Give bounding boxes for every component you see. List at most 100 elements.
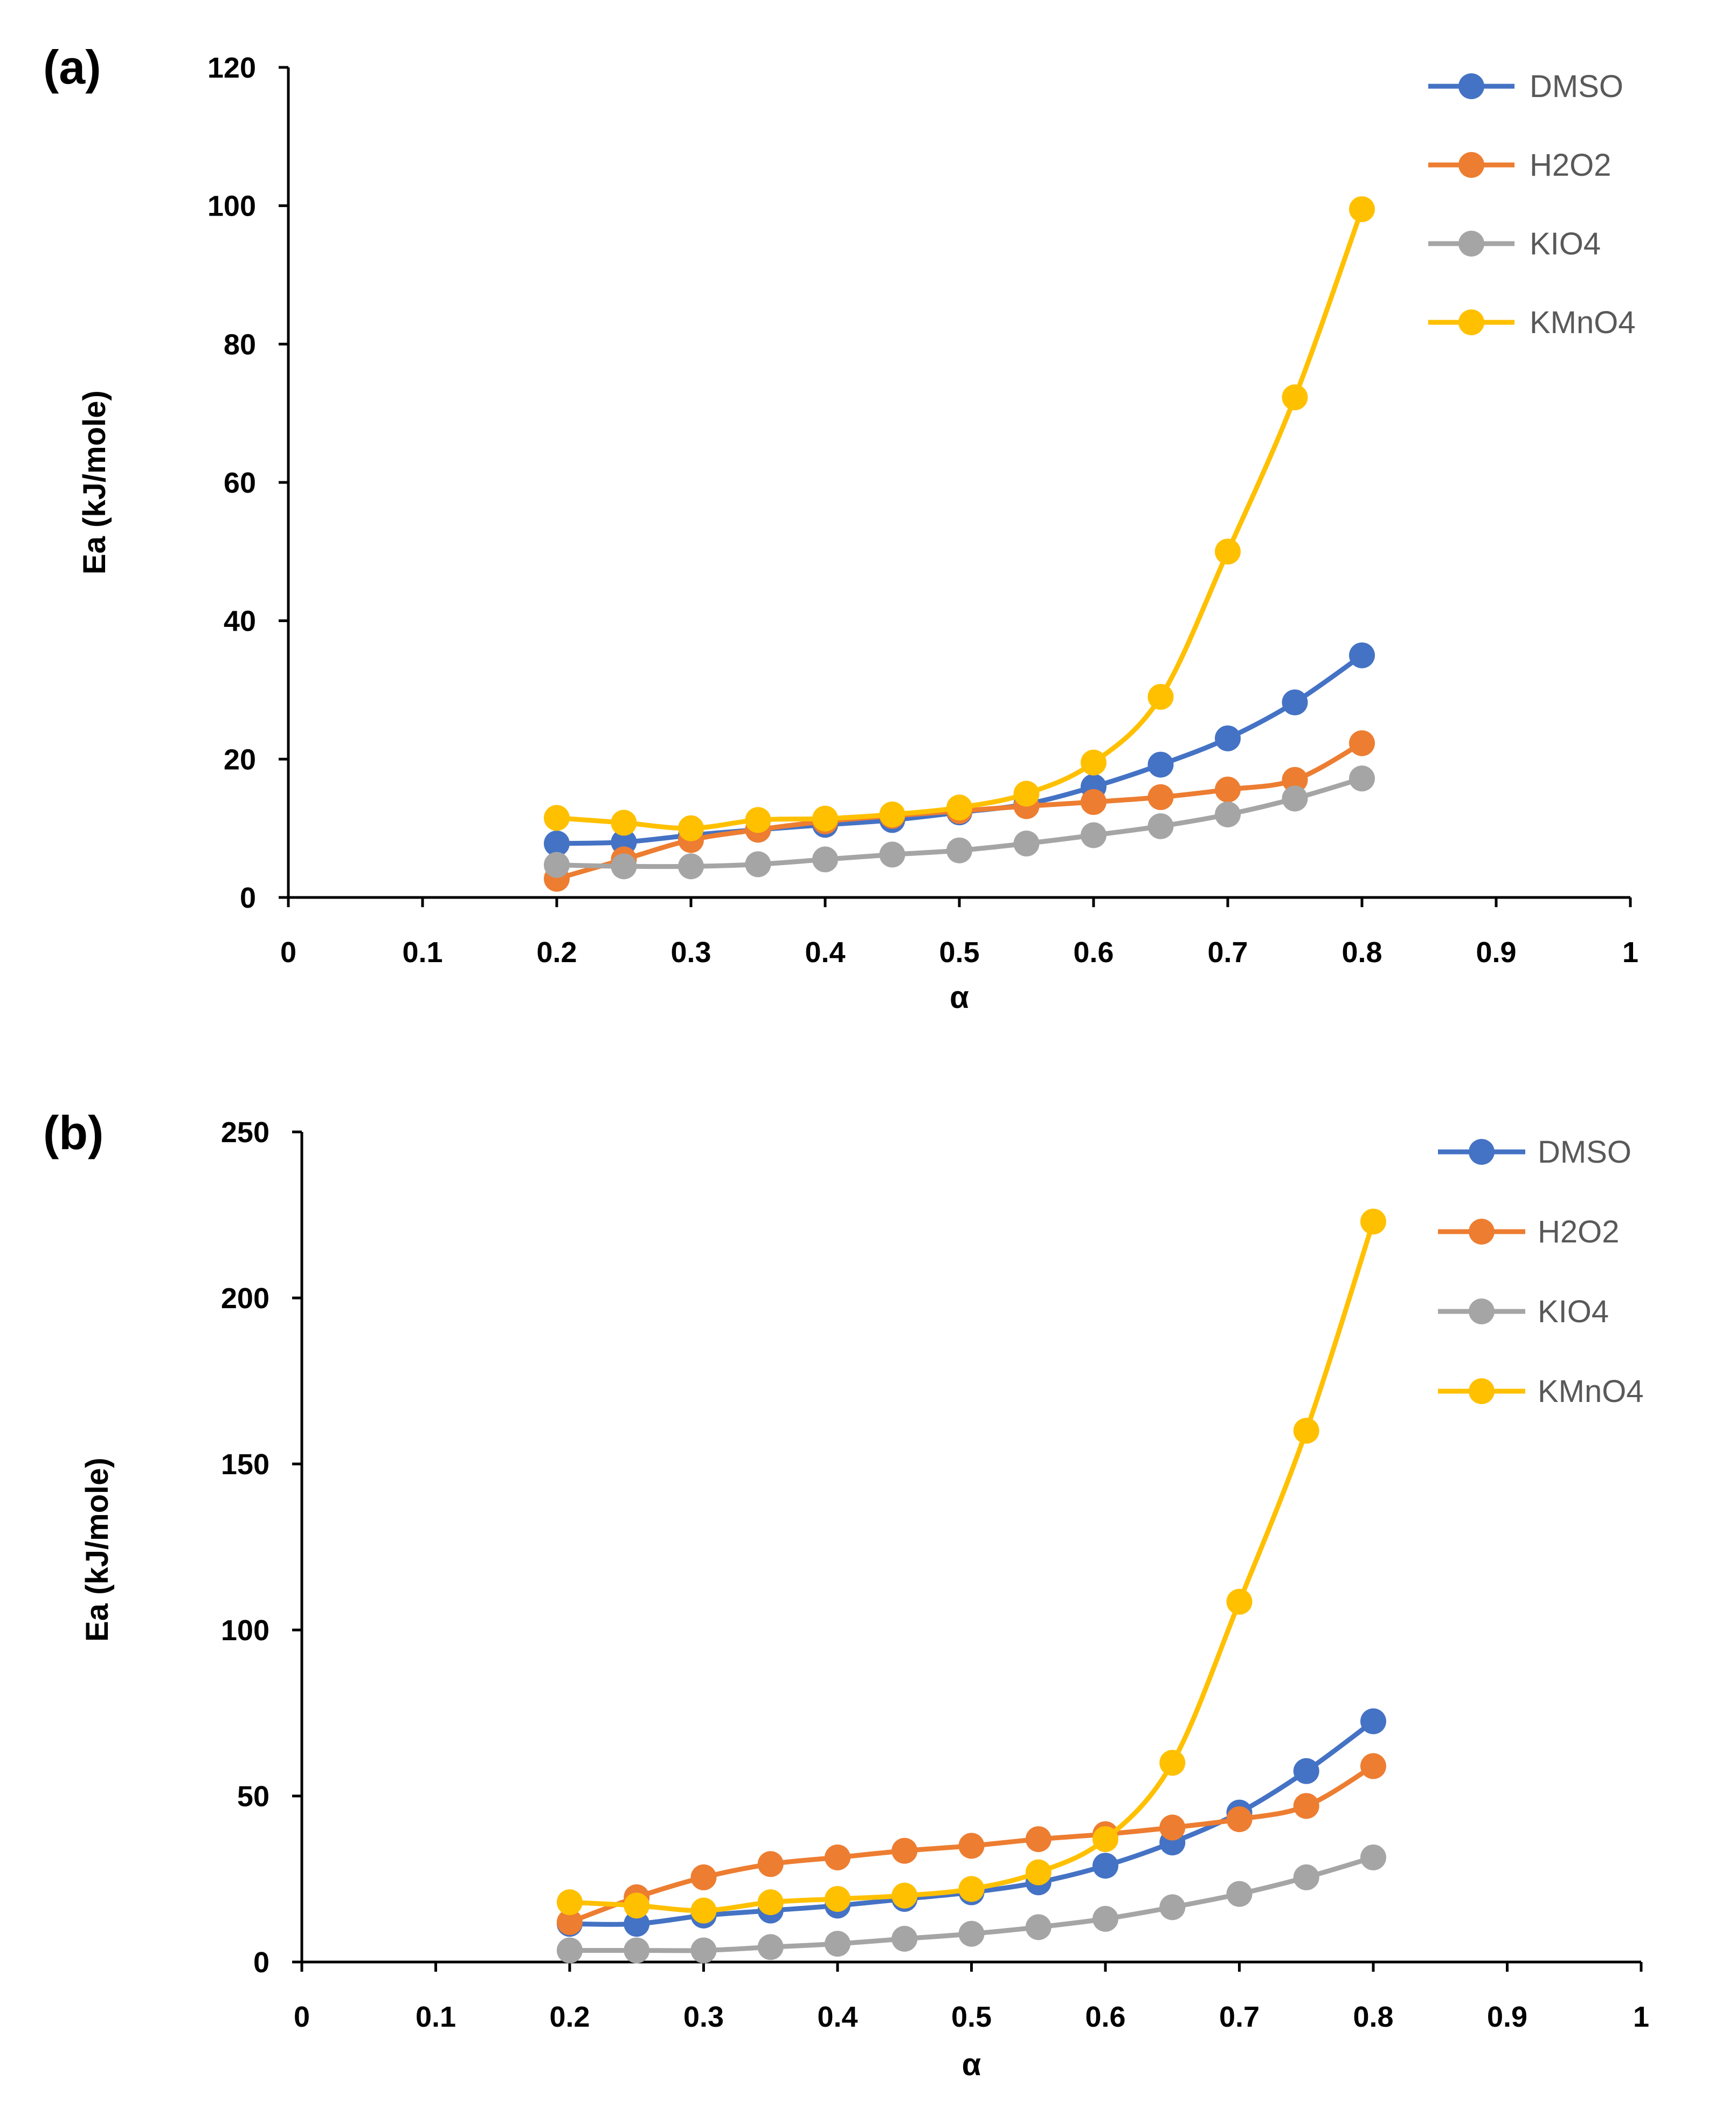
data-point-h2o2-11	[1293, 1793, 1319, 1819]
data-point-h2o2-7	[1025, 1826, 1052, 1853]
data-point-kmno4-3	[745, 807, 771, 833]
data-point-kio4-11	[1293, 1864, 1319, 1890]
data-point-dmso-0	[544, 830, 570, 856]
data-point-kmno4-12	[1349, 196, 1375, 223]
data-point-kmno4-0	[557, 1889, 583, 1916]
data-point-kmno4-5	[879, 802, 905, 827]
data-point-kmno4-1	[624, 1892, 650, 1919]
data-point-kio4-3	[745, 851, 771, 878]
chart-panel-b: (b) 0 50 100 150 200 250 0 0.1 0.2 0.3 0.4 0.5 0.6 0.7…	[0, 1056, 1736, 2107]
data-point-kmno4-9	[1147, 683, 1174, 710]
data-point-kmno4-1	[611, 810, 637, 836]
data-point-dmso-1	[624, 1911, 650, 1937]
legend-label-h2o2: H2O2	[1538, 1214, 1620, 1249]
panel-label-a: (a)	[43, 40, 101, 94]
y-tick-label: 0	[253, 1946, 269, 1979]
y-tick-label: 20	[224, 743, 256, 776]
data-point-kio4-10	[1226, 1881, 1253, 1907]
y-tick-label: 50	[237, 1780, 269, 1813]
data-point-kio4-1	[611, 853, 637, 880]
x-tick-label: 0.2	[536, 936, 577, 969]
data-point-h2o2-10	[1226, 1806, 1253, 1833]
data-point-h2o2-2	[690, 1864, 717, 1890]
data-point-h2o2-11	[1282, 766, 1308, 793]
data-point-kmno4-8	[1092, 1826, 1118, 1853]
legend-label-kmno4: KMnO4	[1530, 305, 1636, 340]
data-point-h2o2-4	[825, 1844, 850, 1870]
x-tick-label: 0.5	[939, 936, 979, 969]
legend-label-kio4: KIO4	[1530, 226, 1601, 261]
y-tick-label: 120	[208, 52, 256, 84]
data-point-kmno4-3	[757, 1889, 784, 1916]
x-tick-label: 0.7	[1207, 936, 1248, 969]
x-tick-label: 0.2	[549, 2001, 590, 2033]
data-point-kio4-3	[757, 1934, 784, 1960]
legend-label-kmno4: KMnO4	[1538, 1374, 1644, 1409]
panel-label-b: (b)	[43, 1106, 103, 1159]
x-tick-label: 0.3	[670, 936, 711, 969]
data-point-h2o2-10	[1215, 776, 1241, 803]
x-tick-label: 0.3	[683, 2001, 724, 2033]
x-tick-label: 0.4	[817, 2001, 857, 2033]
data-point-kio4-7	[1025, 1914, 1052, 1940]
legend-label-h2o2: H2O2	[1530, 148, 1611, 183]
x-tick-label: 0.9	[1476, 936, 1516, 969]
data-point-kmno4-10	[1226, 1588, 1253, 1615]
y-tick-label: 100	[208, 190, 256, 223]
x-tick-label: 0.4	[805, 936, 845, 969]
data-point-dmso-12	[1349, 642, 1375, 668]
x-tick-label: 0.1	[416, 2001, 456, 2033]
x-tick-label: 0.7	[1219, 2001, 1260, 2033]
legend-label-kio4: KIO4	[1538, 1294, 1609, 1329]
data-point-dmso-11	[1293, 1758, 1319, 1784]
data-point-kmno4-11	[1282, 384, 1308, 411]
chart-a-svg: (a) 0 20 40 60 80 100 120 0 0.1 0.2 0.3 0.4 0.5 0.6 0.7…	[43, 40, 1638, 1015]
data-point-kmno4-6	[946, 795, 972, 821]
data-point-kio4-10	[1215, 802, 1241, 827]
data-point-h2o2-0	[557, 1909, 583, 1936]
data-point-kmno4-4	[825, 1885, 850, 1912]
legend-marker-dmso	[1458, 73, 1484, 99]
legend-marker-kmno4	[1458, 309, 1484, 335]
x-tick-label: 0.5	[951, 2001, 992, 2033]
y-axis-title: Ea (kJ/mole)	[80, 1457, 115, 1642]
data-point-kmno4-7	[1025, 1859, 1052, 1885]
data-point-kio4-1	[624, 1937, 650, 1964]
x-tick-label: 1	[1633, 2001, 1649, 2033]
data-point-dmso-11	[1282, 689, 1308, 716]
data-point-h2o2-12	[1360, 1753, 1386, 1779]
x-tick-label: 1	[1622, 936, 1638, 969]
data-point-kio4-11	[1282, 785, 1308, 812]
x-axis-title: α	[950, 980, 969, 1015]
data-point-kio4-0	[544, 852, 570, 878]
y-tick-label: 200	[221, 1282, 269, 1315]
data-point-h2o2-12	[1349, 730, 1375, 756]
y-tick-label: 150	[221, 1448, 269, 1481]
data-point-h2o2-6	[958, 1833, 985, 1859]
data-point-kmno4-0	[544, 805, 570, 831]
x-tick-label: 0.6	[1085, 2001, 1125, 2033]
data-point-kio4-0	[557, 1937, 583, 1964]
x-tick-label: 0.8	[1341, 936, 1382, 969]
legend-marker-kio4	[1469, 1298, 1495, 1324]
legend-marker-h2o2	[1469, 1219, 1495, 1245]
data-point-kmno4-2	[690, 1897, 717, 1924]
data-point-kmno4-12	[1360, 1208, 1386, 1235]
x-tick-label: 0	[280, 936, 296, 969]
data-point-kio4-7	[1013, 830, 1040, 856]
data-point-dmso-10	[1215, 725, 1241, 751]
data-point-kio4-4	[825, 1931, 850, 1957]
y-axis-title: Ea (kJ/mole)	[77, 390, 112, 575]
data-point-kio4-5	[891, 1925, 918, 1952]
series-line-kmno4	[554, 206, 1365, 831]
data-point-h2o2-9	[1147, 784, 1174, 810]
data-point-kio4-12	[1360, 1844, 1386, 1870]
x-tick-label: 0	[294, 2001, 310, 2033]
data-point-kmno4-2	[678, 815, 704, 841]
y-tick-label: 80	[224, 328, 256, 361]
x-tick-label: 0.8	[1353, 2001, 1393, 2033]
data-point-kmno4-8	[1081, 749, 1106, 776]
chart-panel-a: (a) 0 20 40 60 80 100 120 0 0.1 0.2 0.3 0.4 0.5 0.6 0.7…	[0, 0, 1736, 1046]
data-point-kio4-12	[1349, 765, 1375, 792]
x-axis-title: α	[962, 2047, 981, 2082]
